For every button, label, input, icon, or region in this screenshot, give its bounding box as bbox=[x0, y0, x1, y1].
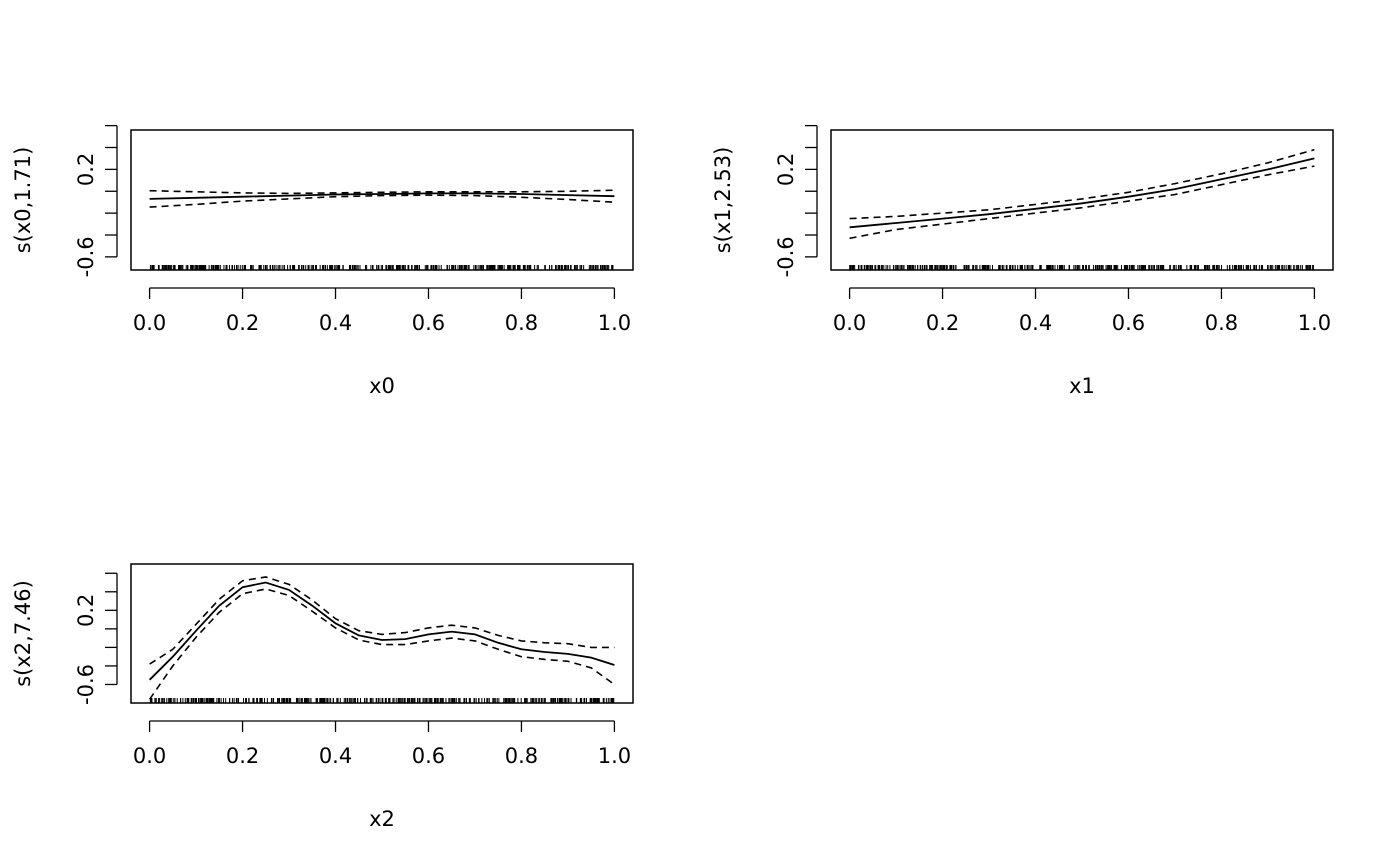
x-axis-title: x2 bbox=[369, 807, 395, 831]
rug-marks bbox=[149, 265, 614, 270]
rug-marks bbox=[149, 698, 615, 703]
plot-frame bbox=[130, 563, 634, 704]
x-tick-label: 1.0 bbox=[1298, 311, 1331, 335]
panel-x1: 0.0 0.2 0.4 0.6 0.8 1.0 x1 -0.6 0.2 s(x1,2.53) bbox=[711, 124, 1334, 398]
fit-line bbox=[149, 192, 615, 200]
x-axis-title: x0 bbox=[369, 374, 395, 398]
plot-frame bbox=[830, 129, 1334, 271]
x-tick-label: 1.0 bbox=[598, 744, 631, 768]
x-tick-label: 0.2 bbox=[226, 744, 259, 768]
upper-ci-line bbox=[849, 148, 1315, 220]
x-tick-label: 0.4 bbox=[1019, 311, 1052, 335]
y-axis-title: s(x2,7.46) bbox=[11, 580, 35, 687]
rug-marks bbox=[849, 265, 1314, 270]
y-tick-label: -0.6 bbox=[74, 236, 98, 277]
y-tick-label: -0.6 bbox=[74, 664, 98, 705]
y-tick-label: 0.2 bbox=[774, 153, 798, 186]
lower-ci-line bbox=[148, 588, 615, 700]
x-tick-label: 0.6 bbox=[1112, 311, 1145, 335]
x-tick-label: 0.2 bbox=[926, 311, 959, 335]
y-axis-title: s(x0,1.71) bbox=[11, 147, 35, 254]
x-tick-label: 0.0 bbox=[133, 744, 166, 768]
x-tick-label: 1.0 bbox=[598, 311, 631, 335]
x-tick-label: 0.2 bbox=[226, 311, 259, 335]
x-tick-label: 0.4 bbox=[319, 311, 352, 335]
lower-ci-line bbox=[849, 165, 1315, 240]
x-axis-title: x1 bbox=[1069, 374, 1095, 398]
y-tick-label: 0.2 bbox=[74, 153, 98, 186]
fit-line bbox=[148, 581, 615, 681]
upper-ci-line bbox=[149, 189, 615, 195]
x-tick-label: 0.8 bbox=[505, 744, 538, 768]
upper-ci-line bbox=[149, 576, 615, 665]
panel-x2: 0.0 0.2 0.4 0.6 0.8 1.0 x2 -0.6 0.2 s(x2,7.46) bbox=[11, 563, 634, 831]
x-tick-label: 0.0 bbox=[133, 311, 166, 335]
y-axis-title: s(x1,2.53) bbox=[711, 147, 735, 254]
x-tick-label: 0.6 bbox=[412, 744, 445, 768]
x-tick-label: 0.6 bbox=[412, 311, 445, 335]
x-tick-label: 0.8 bbox=[505, 311, 538, 335]
plot-frame bbox=[130, 129, 634, 271]
y-tick-label: 0.2 bbox=[74, 594, 98, 627]
x-tick-label: 0.4 bbox=[319, 744, 352, 768]
fit-line bbox=[849, 157, 1315, 229]
x-tick-label: 0.8 bbox=[1205, 311, 1238, 335]
x-tick-label: 0.0 bbox=[833, 311, 866, 335]
y-tick-label: -0.6 bbox=[774, 236, 798, 277]
panel-x0: 0.0 0.2 0.4 0.6 0.8 1.0 x0 -0.6 0.2 s(x0,1.71) bbox=[11, 124, 634, 398]
lower-ci-line bbox=[149, 194, 615, 208]
